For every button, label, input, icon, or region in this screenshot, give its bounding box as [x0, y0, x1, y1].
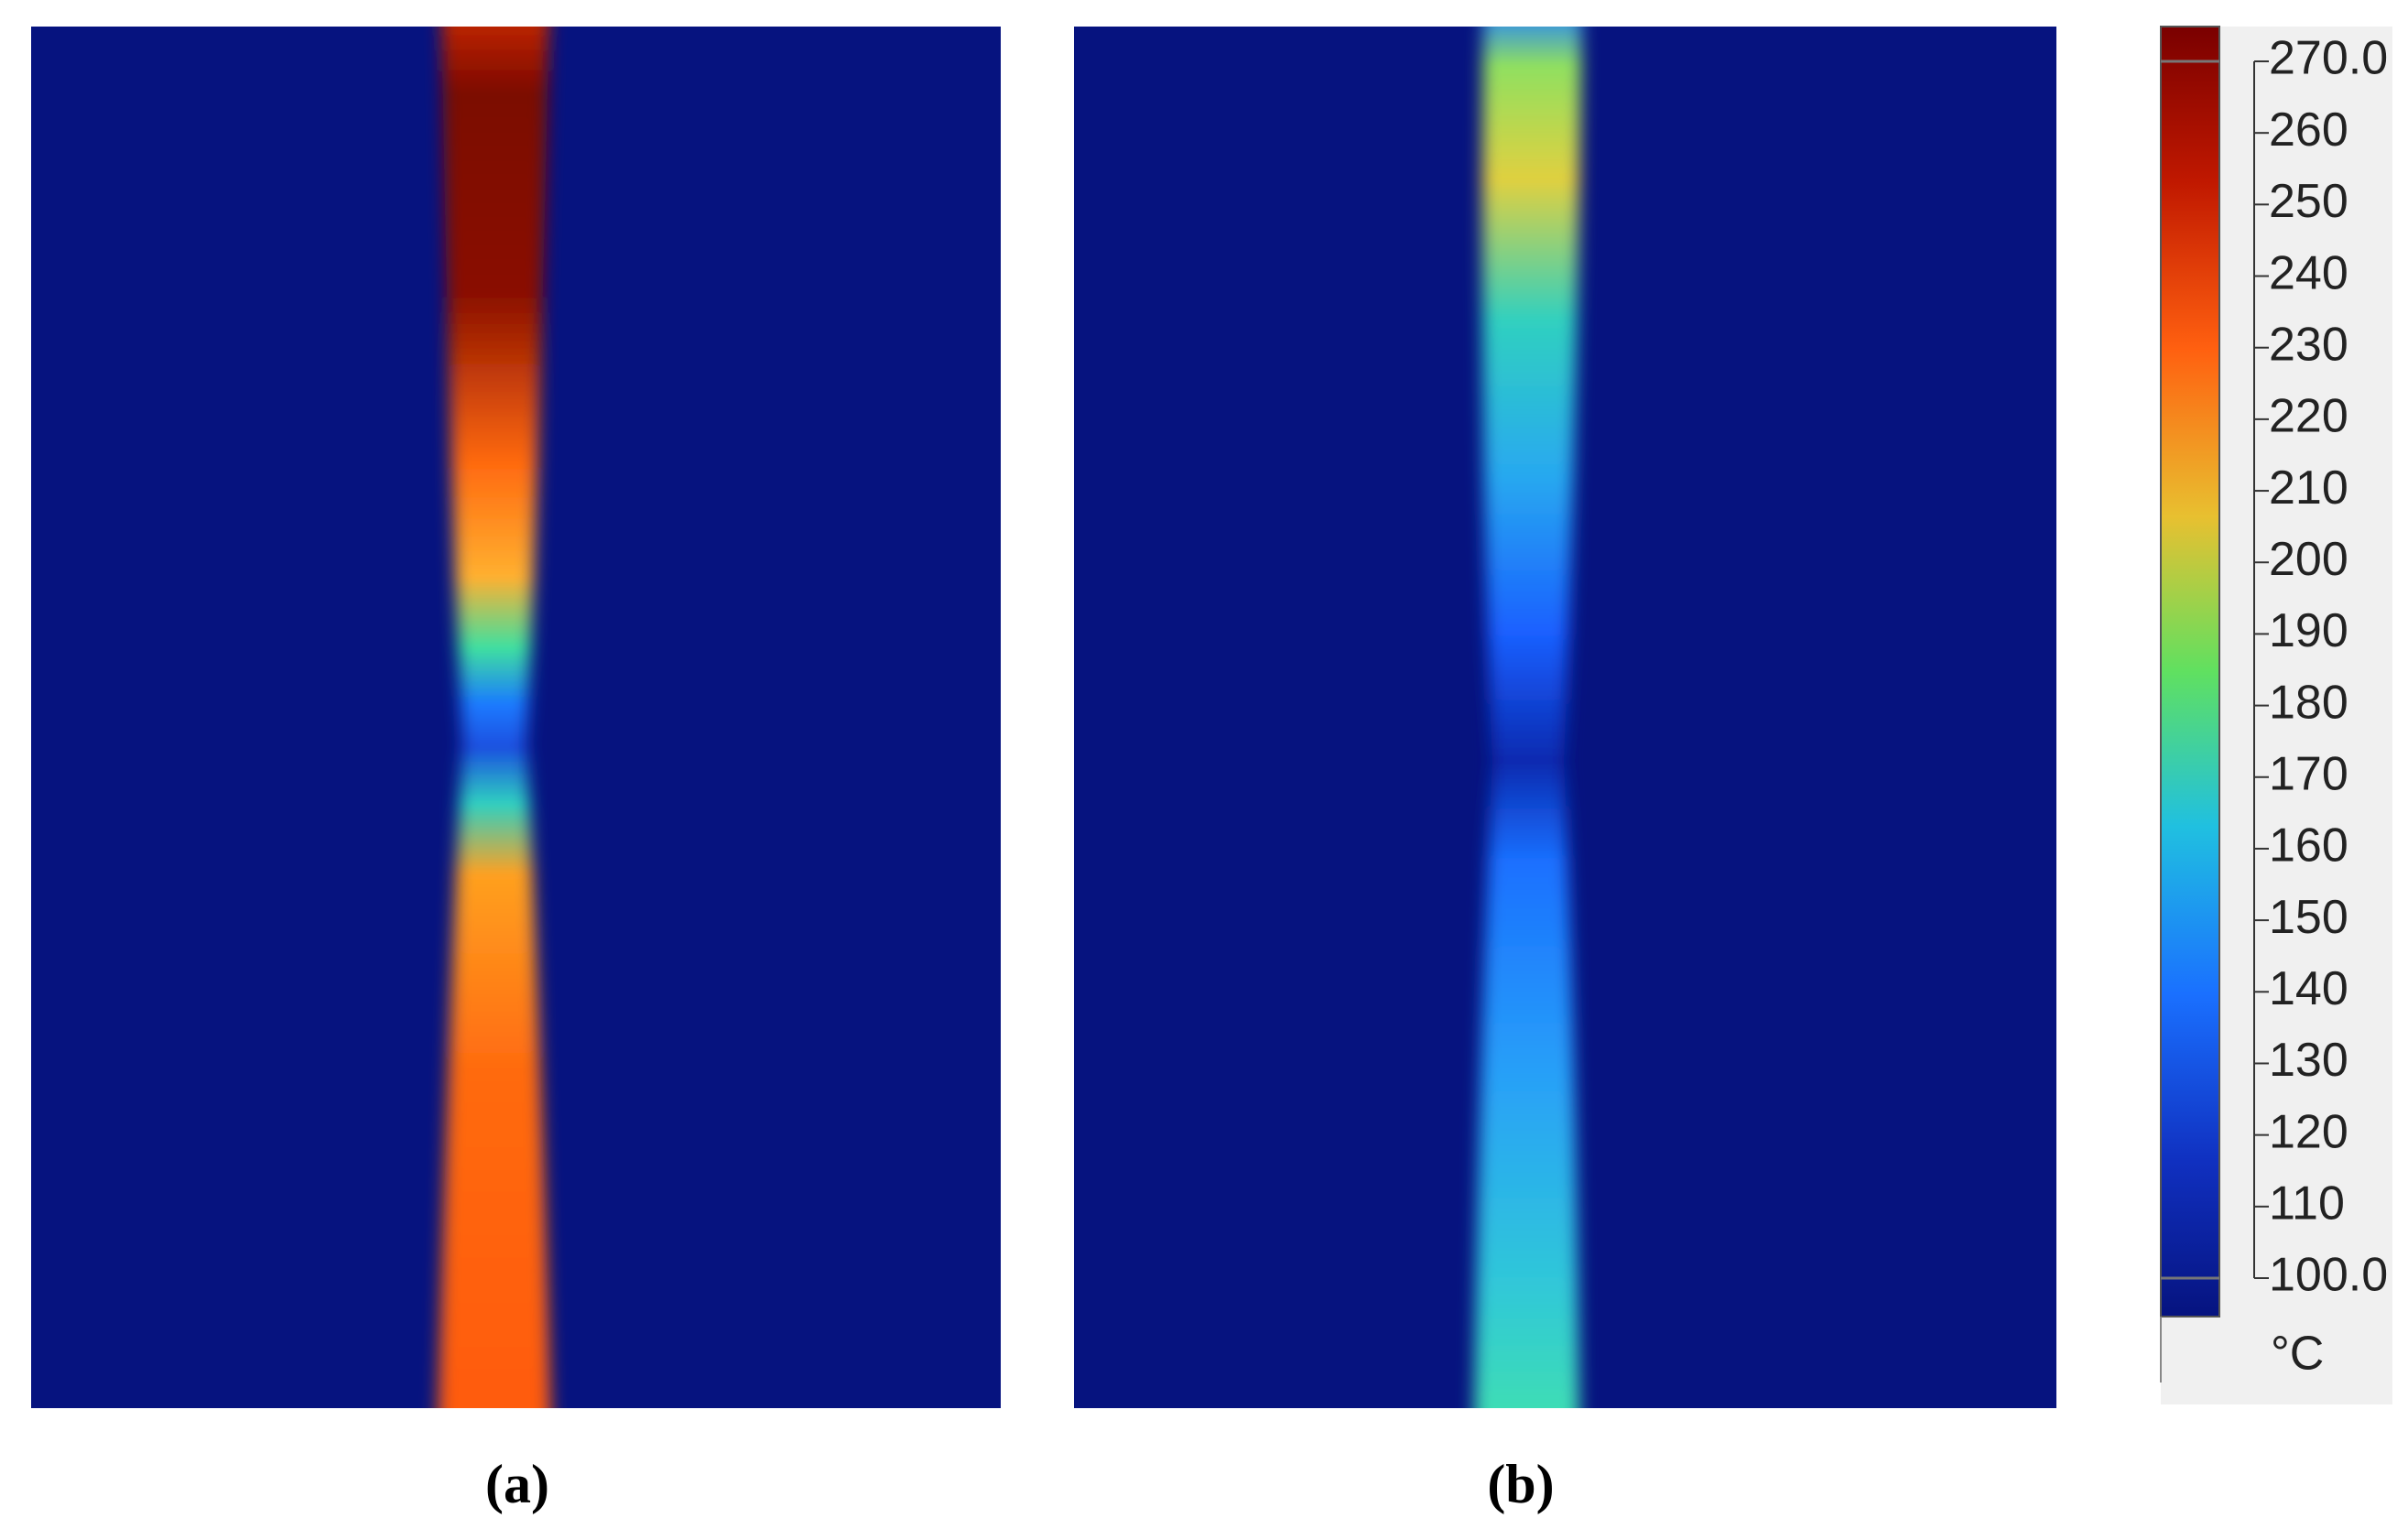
hot-strip	[438, 27, 551, 1408]
tick-label: 190	[2269, 604, 2348, 657]
colorbar	[2160, 26, 2392, 1404]
tick-label: 260	[2269, 103, 2348, 157]
tick-label: 120	[2269, 1105, 2348, 1158]
tick-label: 250	[2269, 175, 2348, 228]
tick-label: 270.0	[2269, 32, 2388, 85]
colorbar-gradient	[2160, 26, 2220, 1318]
tick-label: 200	[2269, 533, 2348, 586]
tick-label: 160	[2269, 819, 2348, 873]
tick-label: 100.0	[2269, 1249, 2388, 1302]
tick-label: 150	[2269, 891, 2348, 944]
warm-strip	[1474, 27, 1582, 1408]
panel-label: (a)	[485, 1454, 549, 1514]
tick-label: 180	[2269, 676, 2348, 729]
tick-label: 220	[2269, 390, 2348, 443]
tick-label: 210	[2269, 461, 2348, 515]
tick-label: 170	[2269, 747, 2348, 800]
tick-label: 110	[2269, 1177, 2345, 1231]
colorbar-unit: °C	[2271, 1328, 2324, 1381]
tick-label: 140	[2269, 962, 2348, 1015]
tick-label: 240	[2269, 246, 2348, 299]
tick-label: 230	[2269, 318, 2348, 371]
thermal-image-a	[31, 27, 1001, 1408]
tick-label: 130	[2269, 1034, 2348, 1087]
panel-label: (b)	[1487, 1454, 1554, 1514]
thermal-image-b	[1074, 27, 2056, 1408]
